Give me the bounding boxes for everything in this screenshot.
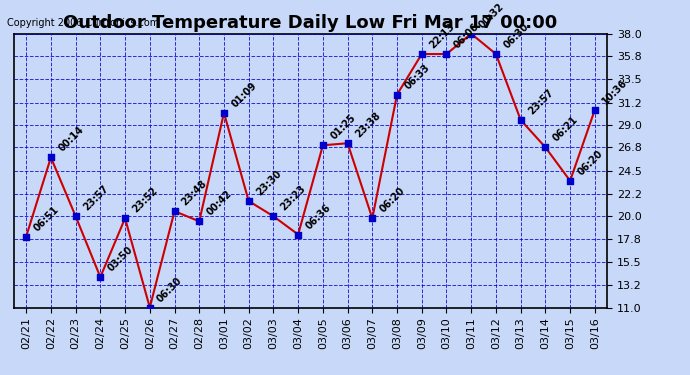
Point [70, 213, 81, 219]
Point [515, 117, 526, 123]
Text: 06:51: 06:51 [32, 204, 61, 233]
Point [367, 215, 378, 221]
Text: 22:13: 22:13 [427, 21, 456, 51]
Text: 06:06: 06:06 [452, 21, 481, 51]
Text: Copyright 2006 Curtronics.com: Copyright 2006 Curtronics.com [7, 18, 159, 28]
Text: 06:36: 06:36 [304, 202, 333, 231]
Point [21, 234, 32, 240]
Text: 03:50: 03:50 [106, 244, 135, 273]
Text: 23:57: 23:57 [81, 184, 110, 213]
Point [416, 51, 427, 57]
Point [391, 92, 402, 98]
Point [293, 231, 304, 237]
Point [441, 51, 452, 57]
Point [540, 144, 551, 150]
Point [194, 218, 205, 224]
Point [466, 31, 477, 37]
Point [46, 154, 57, 160]
Text: 06:20: 06:20 [378, 186, 407, 215]
Text: 06:20: 06:20 [575, 148, 604, 177]
Text: 23:30: 23:30 [254, 168, 283, 198]
Text: 06:30: 06:30 [155, 275, 184, 304]
Point [268, 213, 279, 219]
Text: 10:36: 10:36 [600, 77, 629, 106]
Point [144, 304, 155, 310]
Text: 00:42: 00:42 [205, 189, 234, 218]
Text: 06:33: 06:33 [402, 62, 431, 91]
Text: 06:21: 06:21 [551, 115, 580, 144]
Point [219, 110, 230, 116]
Point [564, 178, 575, 184]
Point [589, 107, 600, 113]
Point [243, 198, 254, 204]
Text: 00:32: 00:32 [477, 1, 506, 30]
Point [119, 215, 130, 221]
Text: 23:52: 23:52 [130, 186, 159, 215]
Text: 23:48: 23:48 [180, 178, 209, 208]
Point [491, 51, 502, 57]
Text: 00:14: 00:14 [57, 125, 86, 154]
Text: 06:30: 06:30 [502, 21, 531, 51]
Title: Outdoor Temperature Daily Low Fri Mar 17 00:00: Outdoor Temperature Daily Low Fri Mar 17… [63, 14, 558, 32]
Point [169, 208, 180, 214]
Point [317, 142, 328, 148]
Point [342, 140, 353, 146]
Point [95, 274, 106, 280]
Text: 23:23: 23:23 [279, 184, 308, 213]
Text: 01:25: 01:25 [328, 113, 357, 142]
Text: 23:57: 23:57 [526, 87, 555, 116]
Text: 23:38: 23:38 [353, 111, 382, 140]
Text: 01:09: 01:09 [230, 80, 259, 109]
